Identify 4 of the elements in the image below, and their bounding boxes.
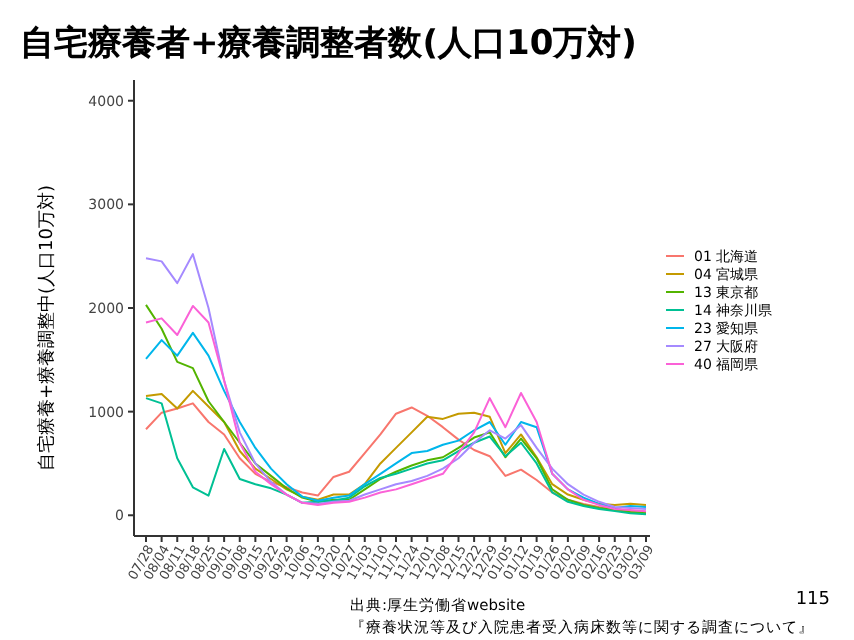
text: 115 bbox=[795, 590, 830, 610]
chart-title: 自宅療養者+療養調整者数(人口10万対) bbox=[20, 24, 637, 64]
line-series bbox=[145, 253, 647, 511]
y-axis-title: 自宅療養+療養調整中(人口10万対) bbox=[36, 184, 58, 472]
